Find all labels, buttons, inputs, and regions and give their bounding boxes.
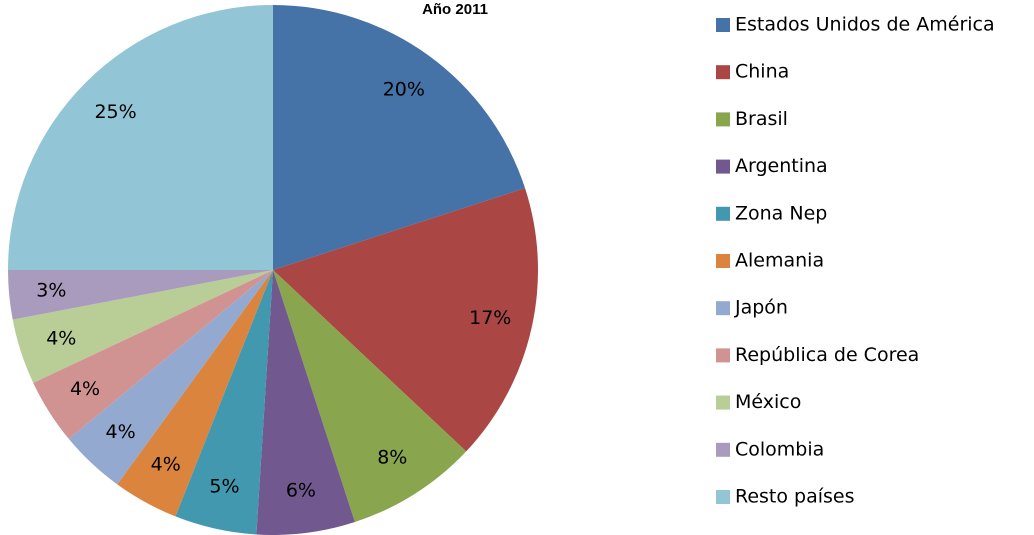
data-label: 8% xyxy=(377,446,407,468)
legend-swatch xyxy=(716,18,730,32)
pie-slice xyxy=(273,270,467,523)
legend-swatch xyxy=(716,442,730,457)
pie-slice xyxy=(33,270,274,439)
legend-label: Estados Unidos de América xyxy=(735,14,995,36)
pie-slice xyxy=(12,270,273,383)
legend-label: Argentina xyxy=(735,155,828,177)
data-label: 6% xyxy=(286,479,316,501)
pie-slice xyxy=(68,270,273,485)
pie-slice xyxy=(175,270,273,535)
data-label: 20% xyxy=(383,78,425,100)
pie-slice xyxy=(8,5,273,270)
legend-swatch xyxy=(716,206,730,221)
legend-swatch xyxy=(716,395,730,410)
data-label: 5% xyxy=(209,476,239,498)
pie-slice xyxy=(273,5,526,270)
legend-label: Alemania xyxy=(735,250,824,272)
data-label: 25% xyxy=(94,101,136,123)
pie-slice xyxy=(256,270,355,535)
data-label: 3% xyxy=(36,279,66,301)
legend-swatch xyxy=(716,112,730,127)
data-label: 4% xyxy=(106,421,136,443)
data-label: 17% xyxy=(469,307,511,329)
legend-label: Resto países xyxy=(735,486,855,508)
data-label: 4% xyxy=(70,378,100,400)
legend-swatch xyxy=(716,348,730,363)
legend-swatch xyxy=(716,490,730,504)
legend-label: República de Corea xyxy=(735,344,919,366)
data-label: 4% xyxy=(46,327,76,349)
legend-label: Brasil xyxy=(735,108,788,130)
data-label: 4% xyxy=(151,454,181,476)
legend-label: México xyxy=(735,391,801,413)
legend-label: Colombia xyxy=(735,438,824,460)
pie-slice xyxy=(273,188,538,452)
legend-label: China xyxy=(735,61,789,83)
pie-slice xyxy=(117,270,273,517)
legend-label: Zona Nep xyxy=(735,202,827,224)
legend-swatch xyxy=(716,301,730,316)
legend-swatch xyxy=(716,254,730,268)
pie-slice xyxy=(8,270,273,320)
chart-title: Año 2011 xyxy=(422,1,488,18)
legend-label: Japón xyxy=(734,297,788,319)
legend-swatch xyxy=(716,159,730,174)
legend-swatch xyxy=(716,65,730,80)
